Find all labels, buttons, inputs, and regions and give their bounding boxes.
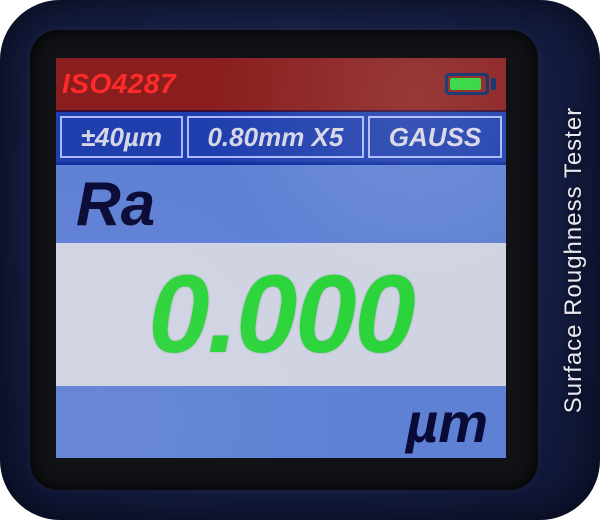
parameter-name: Ra	[76, 169, 155, 240]
param-range-label: ±40µm	[81, 122, 162, 153]
param-filter-label: GAUSS	[389, 122, 481, 153]
param-cell-range: ±40µm	[60, 116, 183, 158]
device-body: ISO4287 ±40µm 0.80mm X5 GAUSS Ra	[0, 0, 600, 520]
battery-icon	[445, 73, 496, 95]
lcd-screen: ISO4287 ±40µm 0.80mm X5 GAUSS Ra	[56, 58, 506, 458]
standard-label: ISO4287	[62, 68, 176, 100]
reading-band: 0.000	[56, 243, 506, 386]
param-cutoff-label: 0.80mm X5	[207, 122, 343, 153]
battery-fill	[450, 78, 481, 90]
battery-body	[445, 73, 489, 95]
reading-value: 0.000	[148, 251, 413, 378]
param-cell-cutoff: 0.80mm X5	[187, 116, 364, 158]
battery-tip	[491, 78, 496, 90]
status-bar: ISO4287	[56, 58, 506, 112]
param-cell-filter: GAUSS	[368, 116, 502, 158]
params-row: ±40µm 0.80mm X5 GAUSS	[56, 112, 506, 162]
device-side-label: Surface Roughness Tester	[560, 107, 588, 413]
unit-band: µm	[56, 386, 506, 458]
parameter-name-band: Ra	[56, 165, 506, 243]
unit-label: µm	[406, 390, 488, 455]
